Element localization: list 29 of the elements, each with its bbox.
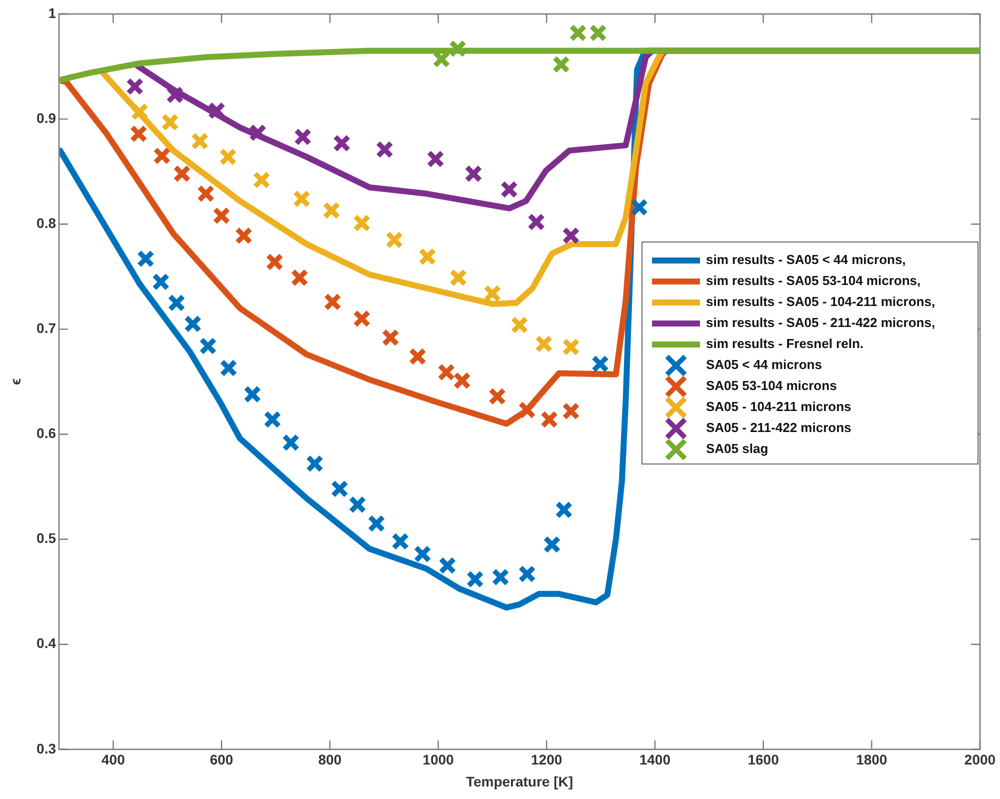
x-tick-label: 400 — [101, 752, 126, 768]
y-tick-label: 0.9 — [36, 110, 56, 126]
x-tick-label: 1000 — [422, 752, 454, 768]
y-tick-label: 1 — [48, 4, 56, 21]
legend-label: SA05 slag — [706, 441, 768, 456]
x-tick-label: 2000 — [964, 752, 996, 768]
x-tick-label: 600 — [210, 752, 234, 768]
y-tick-label: 0.8 — [36, 214, 56, 231]
legend-label: sim results - SA05 53-104 microns, — [706, 273, 921, 288]
legend-label: SA05 - 211-422 microns — [706, 420, 852, 436]
legend-label: sim results - SA05 < 44 microns, — [706, 252, 906, 268]
x-tick-label: 1800 — [856, 752, 888, 768]
legend-label: SA05 53-104 microns — [706, 378, 837, 394]
x-tick-label: 1400 — [639, 752, 671, 768]
y-axis-title: ϵ — [7, 378, 24, 386]
x-axis-title: Temperature [K] — [466, 773, 574, 790]
y-tick-label: 0.3 — [36, 740, 56, 756]
legend-label: sim results - Fresnel reln. — [706, 336, 864, 352]
legend-label: SA05 - 104-211 microns — [706, 399, 852, 414]
legend-label: SA05 < 44 microns — [706, 357, 822, 372]
legend-label: sim results - SA05 - 104-211 microns, — [706, 294, 936, 310]
legend-label: sim results - SA05 - 211-422 microns, — [706, 315, 936, 330]
x-tick-label: 1600 — [748, 752, 780, 768]
x-tick-label: 1200 — [531, 752, 562, 768]
y-tick-label: 0.5 — [36, 530, 56, 546]
y-tick-label: 0.6 — [36, 425, 56, 442]
x-tick-label: 800 — [318, 752, 342, 768]
y-tick-label: 0.7 — [36, 320, 56, 336]
y-tick-label: 0.4 — [36, 635, 56, 652]
